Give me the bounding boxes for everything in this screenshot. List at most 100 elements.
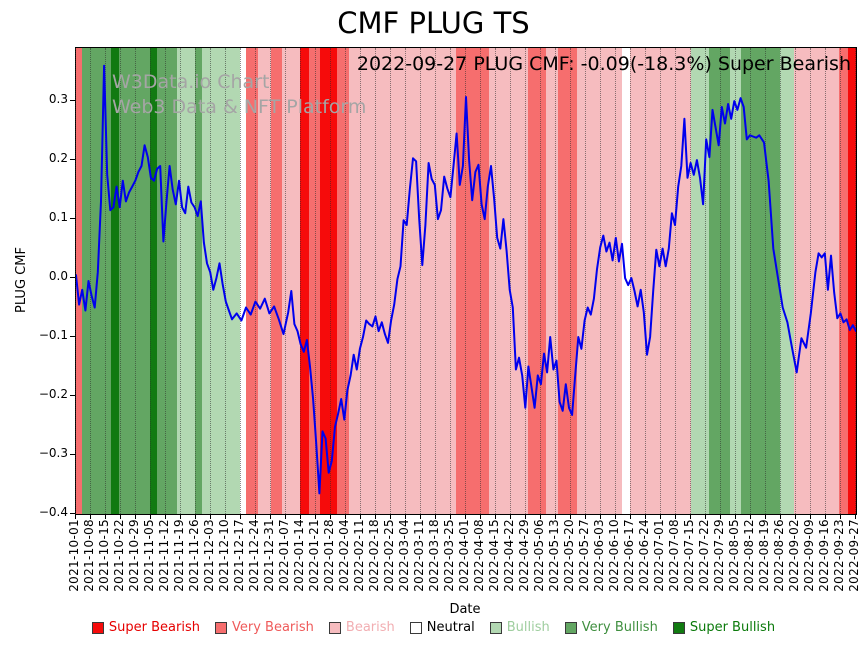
x-tick-mark [720, 514, 721, 519]
x-tick-label: 2022-08-26 [772, 519, 786, 592]
legend-item-bearish: Bearish [328, 620, 395, 635]
x-tick-mark [645, 514, 646, 519]
x-tick-label: 2022-04-01 [457, 519, 471, 592]
x-gridline [165, 48, 166, 514]
x-gridline [284, 48, 286, 514]
sentiment-band-bearish [257, 48, 271, 514]
x-gridline [840, 48, 841, 514]
x-tick-mark [150, 514, 151, 519]
x-tick-label: 2022-09-16 [817, 519, 831, 592]
x-tick-mark [840, 514, 841, 519]
x-tick-label: 2022-07-01 [652, 519, 666, 592]
legend-item-very-bullish: Very Bullish [564, 620, 658, 635]
x-tick-label: 2022-02-25 [382, 519, 396, 592]
x-tick-mark [135, 514, 136, 519]
x-tick-mark [660, 514, 661, 519]
x-gridline [420, 48, 421, 514]
x-tick-label: 2022-04-29 [517, 519, 531, 592]
x-tick-mark [600, 514, 601, 519]
x-tick-label: 2021-11-19 [172, 519, 186, 592]
legend-label: Very Bearish [232, 620, 314, 635]
legend-label: Super Bullish [689, 620, 776, 635]
x-tick-label: 2022-05-06 [532, 519, 546, 592]
sentiment-band-bearish [349, 48, 456, 514]
x-tick-mark [120, 514, 121, 519]
x-tick-label: 2021-10-15 [97, 519, 111, 592]
legend-item-very-bearish: Very Bearish [215, 620, 314, 635]
x-tick-mark [240, 514, 241, 519]
x-gridline [255, 48, 256, 514]
sentiment-band-very_bearish [76, 48, 83, 514]
annotation-current-value: 2022-09-27 PLUG CMF: -0.09(-18.3%) Super… [356, 53, 851, 75]
y-tick-mark [70, 513, 75, 514]
x-gridline [435, 48, 436, 514]
x-tick-mark [105, 514, 106, 519]
sentiment-band-bullish [202, 48, 240, 514]
x-tick-mark [255, 514, 256, 519]
y-tick-mark [70, 218, 75, 220]
x-tick-mark [510, 514, 511, 519]
x-tick-label: 2021-12-31 [262, 519, 276, 592]
x-gridline [194, 48, 196, 514]
x-tick-mark [75, 514, 76, 519]
x-tick-label: 2022-07-22 [697, 519, 711, 592]
x-gridline [809, 48, 811, 514]
x-tick-mark [210, 514, 211, 519]
x-tick-label: 2022-08-19 [757, 519, 771, 592]
x-tick-label: 2022-08-12 [742, 519, 756, 592]
x-tick-label: 2021-10-22 [112, 519, 126, 592]
sentiment-band-bearish [576, 48, 622, 514]
x-gridline [720, 48, 721, 514]
x-gridline [735, 48, 736, 514]
x-tick-mark [285, 514, 286, 519]
x-tick-label: 2021-12-24 [247, 519, 261, 592]
x-gridline [134, 48, 136, 514]
x-tick-label: 2022-09-27 [847, 519, 861, 592]
sentiment-band-very_bearish [838, 48, 849, 514]
y-tick-label: −0.1 [38, 328, 68, 343]
x-tick-label: 2022-07-15 [682, 519, 696, 592]
legend-label: Very Bullish [581, 620, 658, 635]
legend-swatch [328, 621, 341, 634]
x-tick-label: 2022-02-18 [367, 519, 381, 592]
cmf-line-svg [76, 64, 856, 495]
x-gridline [120, 48, 121, 514]
y-tick-mark [70, 454, 75, 455]
x-tick-label: 2021-10-08 [82, 519, 96, 592]
x-tick-label: 2022-07-29 [712, 519, 726, 592]
x-gridline [89, 48, 91, 514]
legend-item-neutral: Neutral [409, 620, 475, 635]
y-tick-label: −0.4 [38, 505, 68, 519]
x-tick-mark [765, 514, 766, 519]
x-gridline [480, 48, 481, 514]
x-tick-label: 2022-09-02 [787, 519, 801, 592]
y-tick-label: 0.1 [48, 210, 68, 225]
legend-swatch [672, 621, 685, 634]
sentiment-band-super_bearish [299, 48, 310, 514]
x-tick-label: 2022-01-14 [292, 519, 306, 592]
x-gridline [390, 48, 391, 514]
x-gridline [570, 48, 571, 514]
x-tick-mark [270, 514, 271, 519]
x-tick-label: 2022-04-08 [472, 519, 486, 592]
x-tick-label: 2022-04-15 [487, 519, 501, 592]
x-gridline [405, 48, 406, 514]
sentiment-band-super_bearish [320, 48, 338, 514]
x-gridline [780, 48, 781, 514]
x-gridline [270, 48, 271, 514]
x-gridline [300, 48, 301, 514]
x-tick-label: 2022-02-11 [352, 519, 366, 592]
x-gridline [510, 48, 511, 514]
chart-title: CMF PLUG TS [337, 6, 530, 40]
y-tick-label: 0.2 [48, 151, 68, 166]
sentiment-band-bearish [545, 48, 559, 514]
x-tick-label: 2021-12-03 [202, 519, 216, 592]
x-tick-mark [405, 514, 406, 519]
x-tick-mark [690, 514, 691, 519]
y-tick-mark [70, 277, 75, 279]
x-tick-label: 2022-06-03 [592, 519, 606, 592]
x-tick-mark [630, 514, 631, 519]
x-gridline [585, 48, 586, 514]
x-gridline [104, 48, 106, 514]
